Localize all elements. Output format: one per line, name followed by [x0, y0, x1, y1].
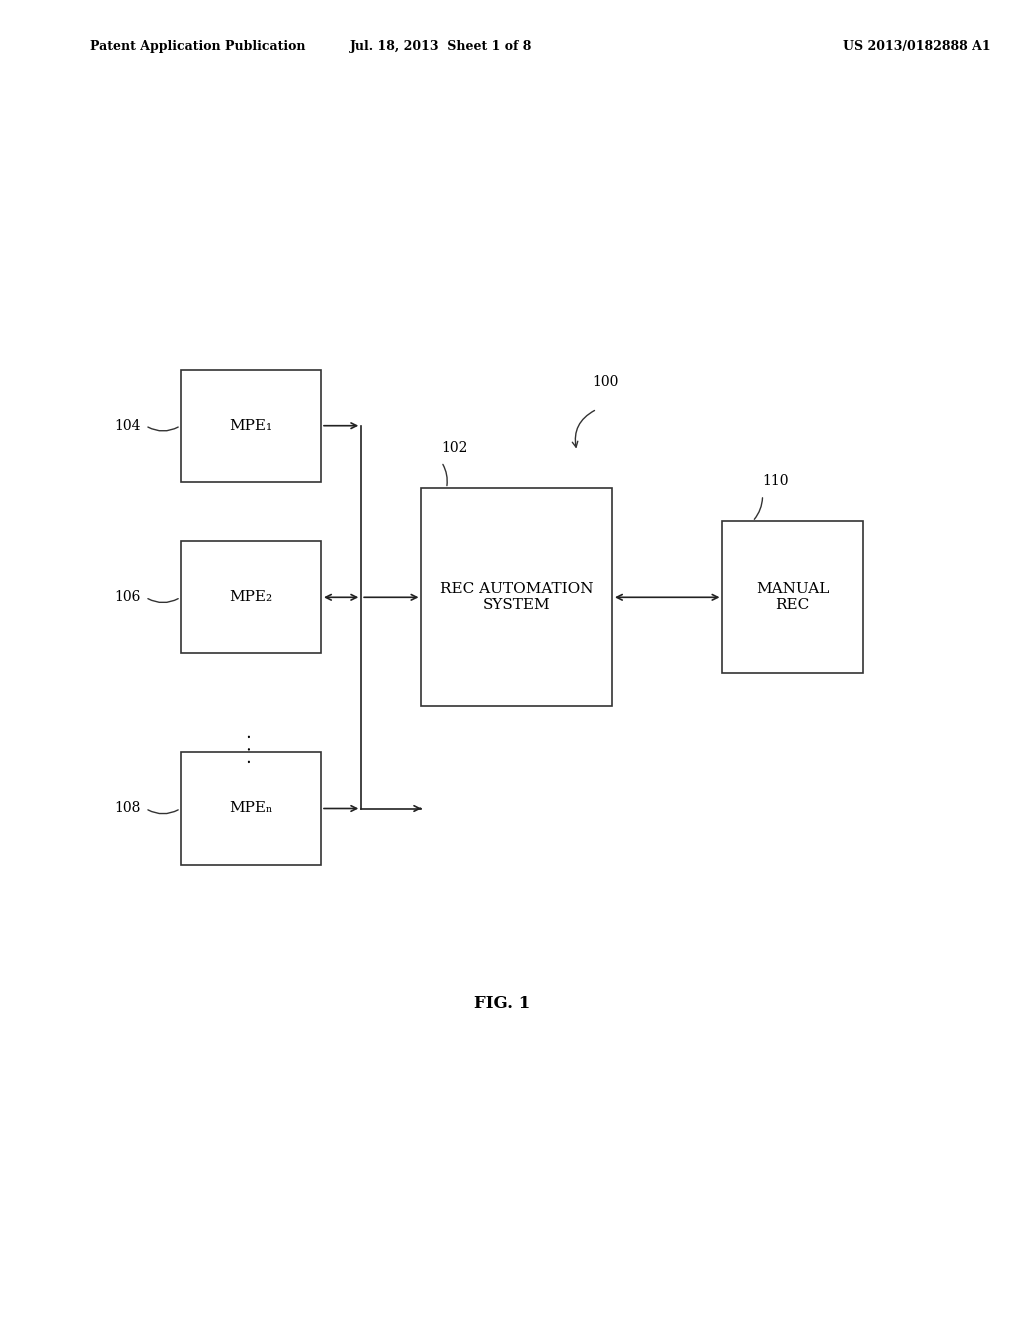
Text: REC AUTOMATION
SYSTEM: REC AUTOMATION SYSTEM	[440, 582, 594, 612]
Text: US 2013/0182888 A1: US 2013/0182888 A1	[843, 40, 990, 53]
Text: Jul. 18, 2013  Sheet 1 of 8: Jul. 18, 2013 Sheet 1 of 8	[350, 40, 532, 53]
FancyBboxPatch shape	[180, 541, 322, 653]
Text: MPE₂: MPE₂	[229, 590, 272, 605]
FancyBboxPatch shape	[422, 488, 612, 706]
Text: 108: 108	[114, 801, 140, 816]
Text: MPE₁: MPE₁	[229, 418, 272, 433]
FancyBboxPatch shape	[722, 521, 863, 673]
FancyBboxPatch shape	[180, 370, 322, 482]
Text: FIG. 1: FIG. 1	[473, 995, 529, 1011]
Text: 100: 100	[592, 375, 618, 389]
Text: 106: 106	[114, 590, 140, 605]
Text: MANUAL
REC: MANUAL REC	[756, 582, 829, 612]
Text: . . .: . . .	[237, 733, 255, 764]
Text: 104: 104	[114, 418, 140, 433]
Text: Patent Application Publication: Patent Application Publication	[90, 40, 306, 53]
Text: 110: 110	[763, 474, 790, 488]
Text: 102: 102	[441, 441, 468, 455]
FancyBboxPatch shape	[180, 752, 322, 865]
Text: MPEₙ: MPEₙ	[229, 801, 272, 816]
